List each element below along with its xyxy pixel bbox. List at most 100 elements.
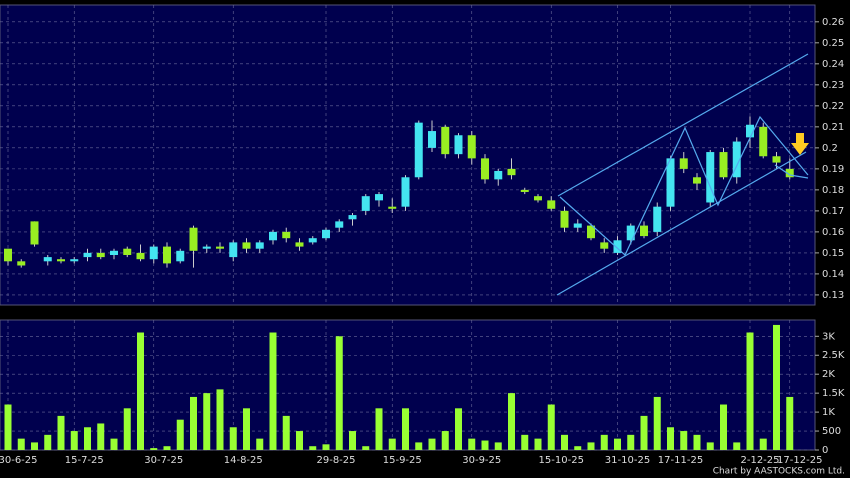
candle-body [110, 250, 118, 255]
candle-body [269, 231, 277, 241]
x-tick-label: 15-9-25 [383, 455, 422, 466]
volume-bar [269, 332, 277, 450]
volume-bar [653, 396, 661, 450]
candle-body [96, 252, 105, 258]
candle-body [123, 248, 132, 255]
volume-bar [640, 415, 648, 450]
candle-body [626, 225, 635, 241]
candle-body [375, 194, 383, 201]
volume-bar [441, 431, 449, 450]
volume-bar [667, 427, 674, 450]
volume-bar [176, 419, 184, 450]
volume-bar [680, 431, 688, 450]
price-panel [0, 4, 816, 306]
candle-body [494, 170, 503, 180]
volume-bar [70, 431, 78, 450]
candle-body [587, 225, 595, 239]
volume-bar [57, 415, 65, 450]
candle-body [481, 158, 489, 180]
volume-bar [402, 408, 409, 450]
volume-bar [4, 404, 12, 450]
volume-bar [163, 446, 171, 450]
zigzag-end [774, 164, 809, 179]
volume-bar [627, 434, 635, 450]
y-tick-label: 1.5K [822, 388, 845, 399]
volume-bar [97, 423, 105, 450]
volume-bar [110, 438, 118, 450]
candle-body [242, 242, 251, 249]
volume-bar [561, 434, 568, 450]
candle-body [163, 246, 171, 264]
candle-body [4, 248, 12, 262]
candle-body [176, 250, 185, 262]
candle-body [640, 225, 648, 237]
credit: Chart by AASTOCKS.com Ltd. [713, 467, 845, 477]
y-tick-label: 0.21 [822, 122, 844, 133]
channel-lower [556, 151, 807, 296]
x-tick-label: 31-10-25 [605, 455, 650, 466]
candle-body [57, 259, 65, 262]
y-tick-label: 3K [822, 331, 835, 342]
volume-bar [600, 434, 608, 450]
volume-bar [375, 408, 383, 450]
candle-body [520, 189, 529, 192]
volume-bar [44, 434, 52, 450]
volume-bar [455, 408, 462, 450]
candle-body [149, 246, 158, 260]
zigzag [559, 115, 809, 256]
candle-body [30, 221, 39, 245]
volume-bar [388, 438, 396, 450]
y-tick-label: 500 [822, 426, 841, 437]
volume-bar [481, 440, 489, 450]
candle-body [441, 126, 450, 155]
y-tick-label: 0 [822, 445, 828, 456]
y-tick-label: 2.5K [822, 350, 845, 361]
candle-body [428, 131, 436, 148]
volume-bar [190, 396, 197, 450]
volume-bar [428, 438, 436, 450]
x-tick-label: 29-8-25 [316, 455, 355, 466]
candle-body [759, 126, 768, 157]
volume-bar [534, 438, 542, 450]
candle-body [719, 152, 728, 178]
volume-bar [256, 438, 264, 450]
volume-bar [362, 446, 370, 450]
candle-body [560, 210, 569, 228]
candle-body [653, 206, 662, 232]
volume-bar [494, 442, 502, 450]
volume-bar [746, 332, 754, 450]
x-tick-label: 17-12-25 [777, 455, 822, 466]
candle-body [467, 135, 476, 159]
trend-lines [556, 53, 809, 296]
volume-bar [415, 442, 423, 450]
candle-body [70, 259, 79, 262]
y-tick-label: 0.25 [822, 38, 844, 49]
candle-body [17, 261, 26, 266]
y-tick-label: 0.2 [822, 143, 838, 154]
candle-body [732, 141, 741, 178]
candle-body [322, 229, 330, 239]
candle-body [255, 242, 264, 249]
candle-body [693, 177, 701, 184]
volume-bar [322, 444, 330, 450]
candle-body [613, 240, 622, 253]
candle-body [454, 135, 463, 155]
y-tick-label: 0.19 [822, 164, 844, 175]
y-tick-label: 0.18 [822, 185, 844, 196]
volume-bar [706, 442, 714, 450]
volume-bar [773, 324, 780, 450]
x-tick-label: 14-8-25 [224, 455, 263, 466]
candle-body [348, 215, 357, 220]
volume-bar [243, 408, 250, 450]
x-tick-label: 15-10-25 [539, 455, 584, 466]
candle-body [202, 246, 211, 249]
y-tick-label: 0.13 [822, 290, 844, 301]
volume-bar [31, 442, 38, 450]
volume-bar [508, 393, 515, 450]
y-tick-label: 0.14 [822, 269, 844, 280]
candle-body [282, 231, 291, 239]
y-tick-label: 0.26 [822, 17, 844, 28]
volume-bar [521, 434, 529, 450]
volume-bar [786, 396, 794, 450]
